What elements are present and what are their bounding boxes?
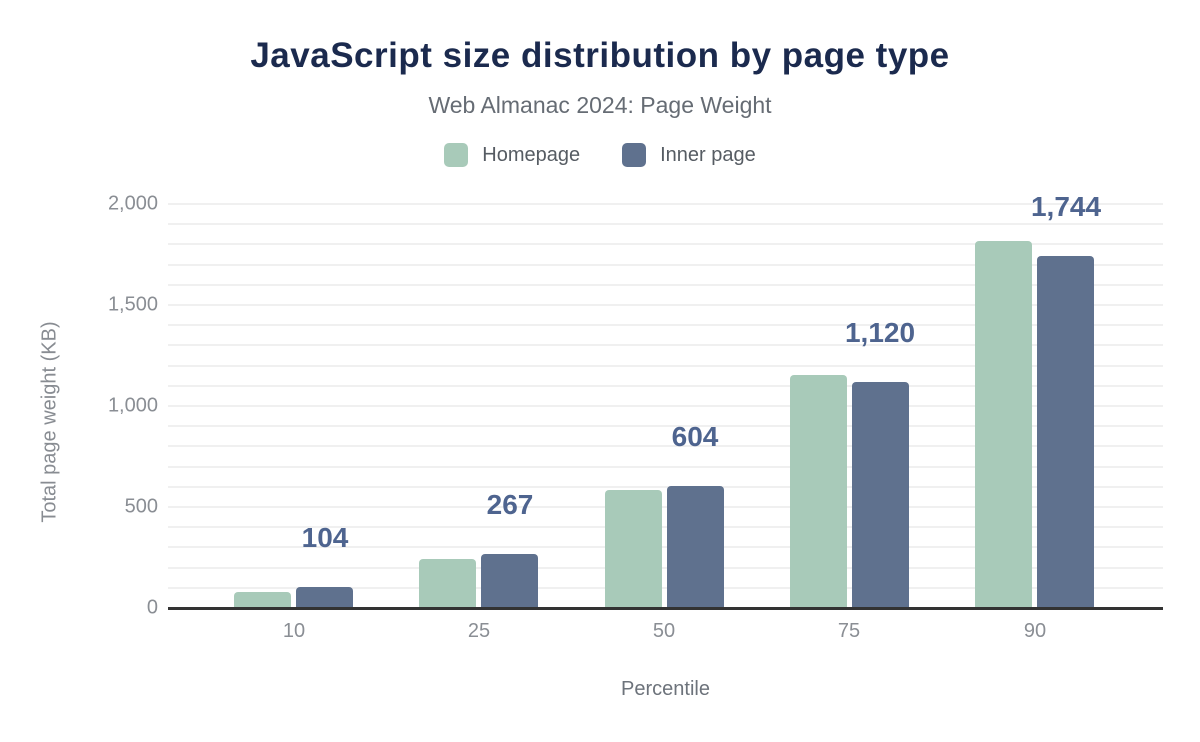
gridline bbox=[168, 284, 1163, 286]
legend-item-homepage[interactable]: Homepage bbox=[444, 143, 580, 167]
bar-value-label: 267 bbox=[486, 489, 534, 520]
bar-homepage-p50[interactable] bbox=[605, 490, 662, 608]
gridline bbox=[168, 243, 1163, 245]
homepage-swatch-icon bbox=[444, 143, 469, 167]
gridline bbox=[168, 526, 1163, 528]
bar-homepage-p25[interactable] bbox=[419, 559, 476, 608]
bar-homepage-p90[interactable] bbox=[975, 241, 1032, 608]
bar-inner-page-p90[interactable] bbox=[1037, 256, 1094, 608]
inner-page-swatch-icon bbox=[622, 143, 647, 167]
gridline bbox=[168, 466, 1163, 468]
bar-inner-page-p75[interactable] bbox=[852, 382, 909, 608]
gridline bbox=[168, 567, 1163, 569]
legend-label-homepage: Homepage bbox=[482, 143, 581, 166]
gridline bbox=[168, 203, 1163, 205]
bar-inner-page-p10[interactable] bbox=[296, 587, 353, 608]
gridline bbox=[168, 365, 1163, 367]
y-tick-label: 0 bbox=[146, 596, 158, 619]
x-tick-label: 75 bbox=[837, 620, 861, 642]
bar-value-label: 604 bbox=[671, 421, 719, 452]
bar-homepage-p75[interactable] bbox=[790, 375, 847, 608]
bar-value-label: 1,120 bbox=[844, 317, 916, 348]
y-tick-label: 1,500 bbox=[107, 293, 158, 316]
gridline bbox=[168, 546, 1163, 548]
gridline bbox=[168, 445, 1163, 447]
bar-inner-page-p50[interactable] bbox=[667, 486, 724, 608]
gridline bbox=[168, 385, 1163, 387]
y-tick-label: 1,000 bbox=[107, 394, 158, 417]
bar-value-label: 1,744 bbox=[1030, 191, 1102, 222]
bar-value-label: 104 bbox=[301, 522, 349, 553]
gridline bbox=[168, 587, 1163, 589]
x-tick-label: 25 bbox=[467, 620, 491, 642]
bar-inner-page-p25[interactable] bbox=[481, 554, 538, 608]
gridline bbox=[168, 264, 1163, 266]
gridline bbox=[168, 223, 1163, 225]
gridline bbox=[168, 506, 1163, 508]
x-axis-line bbox=[168, 607, 1163, 610]
legend-label-inner-page: Inner page bbox=[660, 143, 756, 166]
legend-item-inner-page[interactable]: Inner page bbox=[622, 143, 756, 167]
gridline bbox=[168, 344, 1163, 346]
chart-subtitle: Web Almanac 2024: Page Weight bbox=[428, 92, 772, 118]
x-tick-label: 10 bbox=[282, 620, 306, 642]
x-axis-title: Percentile bbox=[621, 678, 710, 700]
y-tick-label: 2,000 bbox=[107, 192, 158, 215]
legend: Homepage Inner page bbox=[0, 143, 1200, 167]
gridline bbox=[168, 405, 1163, 407]
chart-title: JavaScript size distribution by page typ… bbox=[250, 36, 950, 75]
gridline bbox=[168, 425, 1163, 427]
gridline bbox=[168, 304, 1163, 306]
x-tick-label: 90 bbox=[1023, 620, 1047, 642]
gridline bbox=[168, 324, 1163, 326]
bar-homepage-p10[interactable] bbox=[234, 592, 291, 608]
x-tick-label: 50 bbox=[652, 620, 676, 642]
gridline bbox=[168, 486, 1163, 488]
y-tick-label: 500 bbox=[124, 495, 158, 518]
